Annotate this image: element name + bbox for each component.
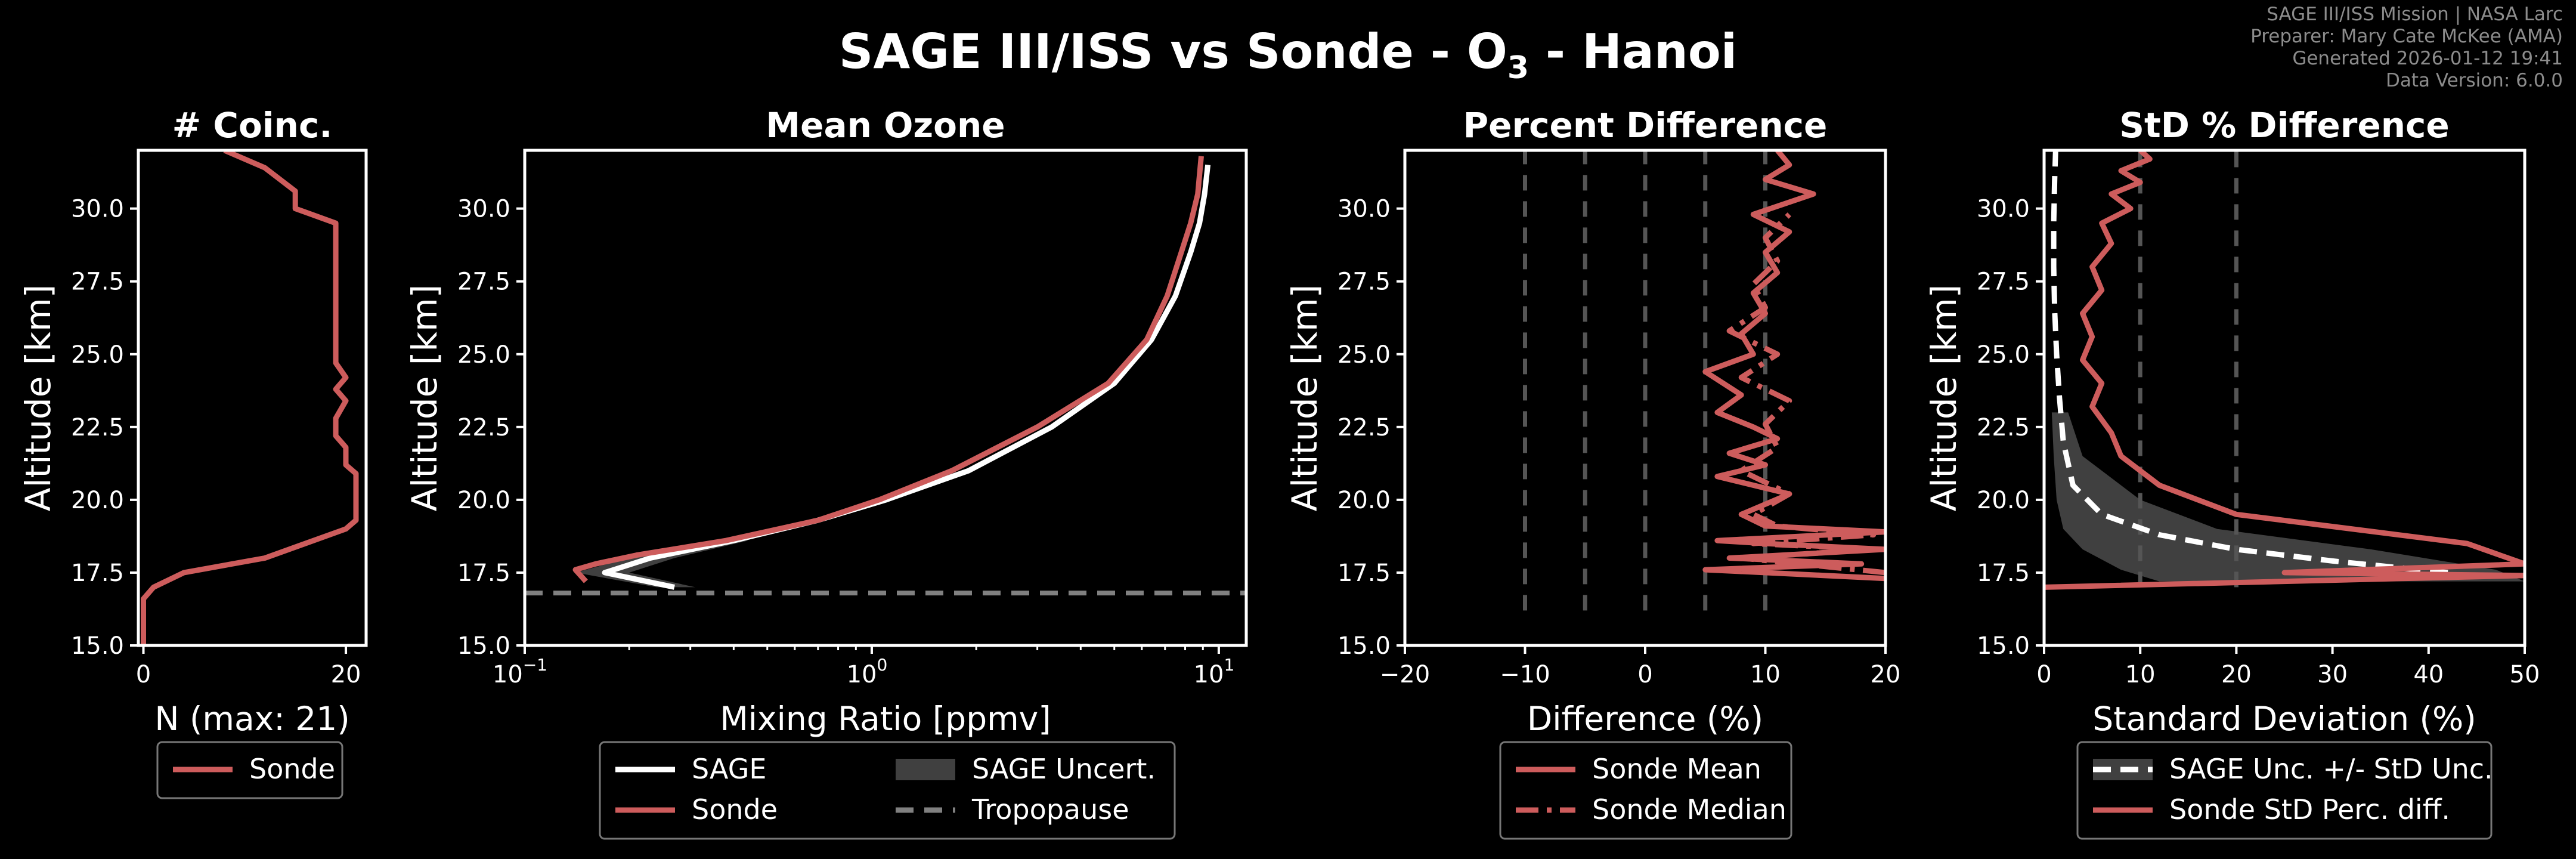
legend-label: SAGE — [692, 753, 766, 785]
y-tick-label: 20.0 — [1337, 487, 1391, 514]
y-tick-label: 25.0 — [1337, 341, 1391, 369]
series-line-sonde-mean — [1705, 150, 1885, 579]
x-tick-label: 100 — [847, 655, 888, 688]
legend-mean: SAGE Sonde SAGE Uncert. Tropopause — [600, 742, 1175, 839]
legend-coinc: Sonde — [157, 742, 342, 798]
plot-area-mean — [525, 156, 1246, 593]
legend-label: Sonde Median — [1592, 793, 1787, 826]
y-tick-label: 30.0 — [1977, 196, 2030, 223]
x-tick-label: −10 — [1500, 661, 1550, 688]
y-axis-label: Altitude [km] — [18, 285, 58, 511]
axes-title: # Coinc. — [172, 105, 333, 146]
chart-coinc: 15.0 17.5 20.0 22.5 25.0 27.5 30.0 0 20 # Coinc. N… — [18, 105, 366, 798]
x-tick-label: 20 — [2221, 661, 2252, 688]
x-tick-label: 0 — [136, 661, 151, 688]
y-tick-label: 27.5 — [1337, 268, 1391, 296]
x-tick-exponent: 1 — [1224, 655, 1234, 675]
y-tick-label: 25.0 — [457, 341, 510, 369]
y-axis-label: Altitude [km] — [1284, 285, 1325, 511]
x-tick-exponent: 0 — [877, 655, 887, 675]
y-tick-label: 15.0 — [71, 632, 124, 660]
x-tick-label: −20 — [1380, 661, 1430, 688]
x-axis-label: Standard Deviation (%) — [2092, 700, 2476, 738]
plot-area-std — [2044, 150, 2525, 587]
legend-swatch — [2093, 759, 2153, 780]
x-axis-label: Difference (%) — [1527, 700, 1763, 738]
uncert-band — [2052, 412, 2525, 581]
axes-title: Percent Difference — [1463, 105, 1828, 146]
x-tick-exponent: −1 — [523, 655, 547, 675]
y-tick-label: 17.5 — [1977, 560, 2030, 587]
legend-label: Sonde — [692, 793, 778, 826]
chart-mean: 15.017.520.022.525.027.530.010−1 100 101Me… — [404, 105, 1246, 839]
x-tick-label: 20 — [1871, 661, 1901, 688]
plot-area-coinc — [144, 150, 357, 645]
y-axis-label: Altitude [km] — [404, 285, 445, 511]
y-tick-label: 27.5 — [1977, 268, 2030, 296]
y-tick-label: 22.5 — [1337, 414, 1391, 441]
legend-label: SAGE Unc. +/- StD Unc. — [2169, 753, 2493, 785]
x-tick-label: 50 — [2510, 661, 2540, 688]
y-tick-label: 15.0 — [1977, 632, 2030, 660]
legend-pdiff: Sonde Mean Sonde Median — [1500, 742, 1791, 839]
y-tick-label: 17.5 — [457, 560, 510, 587]
chart-std: 15.0 17.5 20.0 22.5 25.0 27.5 30.0 0 10 20 30 40 50 S… — [1924, 105, 2540, 839]
y-tick-label: 27.5 — [71, 268, 124, 296]
legend-label: Sonde Mean — [1592, 753, 1761, 785]
y-tick-label: 30.0 — [71, 196, 124, 223]
y-tick-label: 20.0 — [71, 487, 124, 514]
y-tick-label: 30.0 — [457, 196, 510, 223]
chart-pdiff: 15.0 17.5 20.0 22.5 25.0 27.5 30.0 −20 −10 0 10 20 P… — [1284, 105, 1900, 839]
x-tick-label: 10−1 — [493, 655, 547, 688]
y-tick-label: 25.0 — [1977, 341, 2030, 369]
legend-label: SAGE Uncert. — [972, 753, 1156, 785]
x-axis-label: Mixing Ratio [ppmv] — [720, 700, 1051, 738]
legend-label: Sonde StD Perc. diff. — [2169, 793, 2450, 826]
x-tick-label: 10 — [1750, 661, 1781, 688]
plot-area-pdiff — [1525, 150, 1886, 610]
series-line-sonde — [575, 156, 1202, 582]
axes-title: StD % Difference — [2119, 105, 2449, 146]
legend-patch — [896, 759, 955, 780]
y-tick-label: 22.5 — [71, 414, 124, 441]
y-tick-label: 27.5 — [457, 268, 510, 296]
legend-swatch — [896, 759, 955, 780]
x-tick-label: 0 — [2036, 661, 2051, 688]
x-tick-label: 101 — [1194, 655, 1235, 688]
x-tick-label: 40 — [2413, 661, 2444, 688]
y-tick-label: 30.0 — [1337, 196, 1391, 223]
y-tick-label: 15.0 — [457, 632, 510, 660]
y-tick-label: 22.5 — [457, 414, 510, 441]
axes-title: Mean Ozone — [766, 105, 1005, 146]
y-tick-label: 20.0 — [457, 487, 510, 514]
x-axis-label: N (max: 21) — [154, 700, 349, 738]
y-tick-label: 20.0 — [1977, 487, 2030, 514]
legend-label: Sonde — [249, 753, 335, 785]
x-tick-label: 0 — [1637, 661, 1652, 688]
series-line-sonde — [144, 150, 357, 645]
x-tick-label: 20 — [331, 661, 361, 688]
y-tick-label: 22.5 — [1977, 414, 2030, 441]
y-axis-label: Altitude [km] — [1924, 285, 1964, 511]
legend-label: Tropopause — [971, 793, 1129, 826]
y-tick-label: 17.5 — [1337, 560, 1391, 587]
x-tick-label: 30 — [2317, 661, 2348, 688]
y-tick-label: 15.0 — [1337, 632, 1391, 660]
y-tick-label: 25.0 — [71, 341, 124, 369]
y-tick-label: 17.5 — [71, 560, 124, 587]
x-tick-label: 10 — [2125, 661, 2156, 688]
legend-std: SAGE Unc. +/- StD Unc. Sonde StD Perc. di… — [2077, 742, 2493, 839]
